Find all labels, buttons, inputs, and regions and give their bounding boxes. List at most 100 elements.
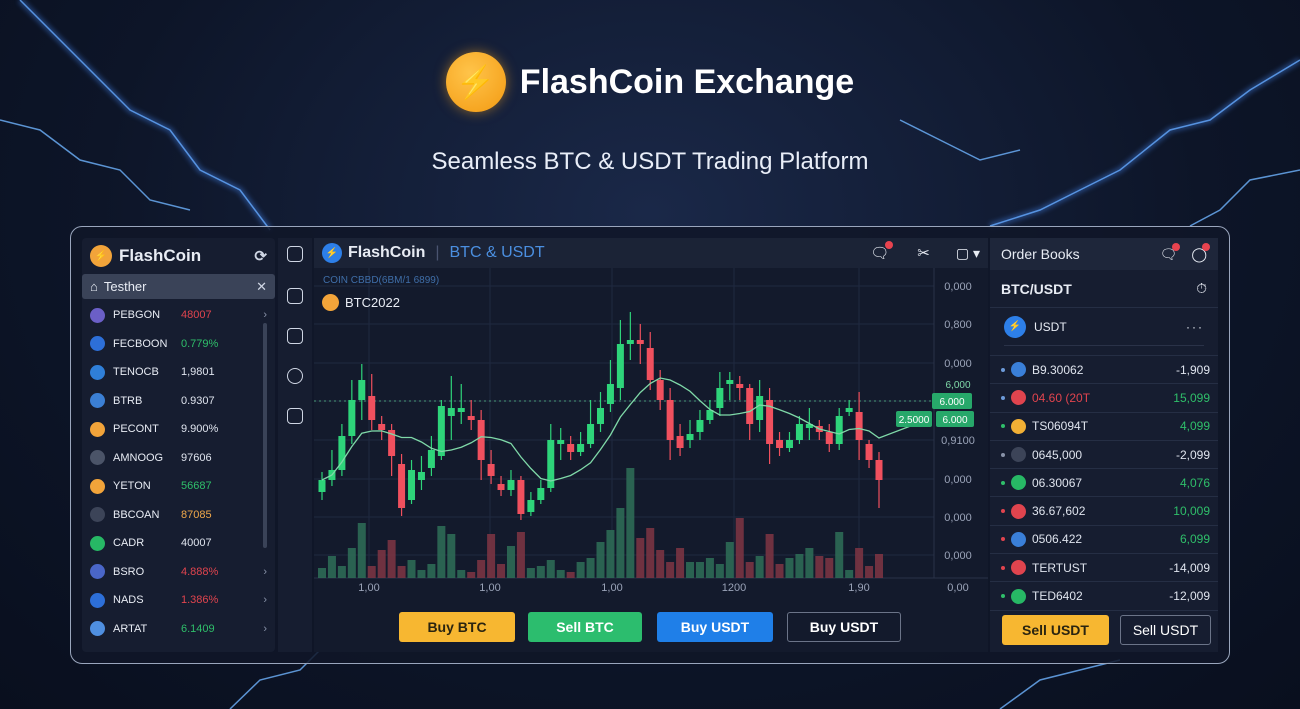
more-icon[interactable]: ··· bbox=[1186, 319, 1204, 334]
order-book-row[interactable]: 06.30067 4,076 bbox=[990, 469, 1218, 498]
coin-icon bbox=[1011, 531, 1026, 547]
edit-icon[interactable] bbox=[287, 288, 303, 304]
candle-body bbox=[845, 408, 853, 412]
volume-bar bbox=[695, 562, 704, 578]
coin-name: BTRB bbox=[113, 394, 143, 407]
buy-usdt-outline-button[interactable]: Buy USDT bbox=[787, 612, 901, 642]
candle-body bbox=[507, 480, 515, 490]
volume-bar bbox=[467, 572, 476, 578]
hero-header: ⚡ FlashCoin Exchange Seamless BTC & USDT… bbox=[0, 52, 1300, 176]
candle-body bbox=[517, 480, 525, 514]
order-book-row[interactable]: TED6402 -12,009 bbox=[990, 582, 1218, 611]
coin-list-item[interactable]: PEBGON 48007 › bbox=[82, 301, 275, 330]
refresh-icon[interactable]: ◯ bbox=[1191, 242, 1210, 263]
order-price: TERTUST bbox=[1032, 560, 1088, 575]
sell-usdt-outline-button[interactable]: Sell USDT bbox=[1120, 615, 1211, 645]
volume-bar bbox=[646, 528, 655, 578]
x-tick-label: 1,00 bbox=[358, 582, 379, 594]
refresh-icon[interactable]: ⟳ bbox=[254, 248, 267, 265]
order-book-row[interactable]: 0506.422 6,099 bbox=[990, 526, 1218, 555]
pair-label[interactable]: BTC & USDT bbox=[449, 244, 545, 261]
coin-list-item[interactable]: NADS 1.386% › bbox=[82, 586, 275, 615]
price-tag-bg bbox=[932, 393, 972, 409]
coin-list-item[interactable]: BSRO 4.888% › bbox=[82, 558, 275, 587]
volume-bar bbox=[616, 508, 625, 578]
close-icon[interactable]: ✕ bbox=[256, 278, 267, 294]
volume-bar bbox=[676, 548, 685, 578]
order-amount: 4,099 bbox=[1179, 419, 1210, 434]
candle-body bbox=[855, 412, 863, 440]
display-menu-icon[interactable]: ▢ ▾ bbox=[955, 244, 980, 261]
volume-bar bbox=[337, 566, 346, 578]
buy-btc-button[interactable]: Buy BTC bbox=[399, 612, 515, 642]
side-dot-icon bbox=[1001, 509, 1005, 514]
coin-icon bbox=[1011, 503, 1026, 519]
buy-usdt-button[interactable]: Buy USDT bbox=[657, 612, 773, 642]
volume-bar bbox=[745, 562, 754, 578]
heart-icon[interactable] bbox=[287, 368, 303, 384]
sidebar-scrollbar[interactable] bbox=[263, 323, 267, 548]
candle-body bbox=[646, 348, 654, 380]
coin-value: 1,9801 bbox=[181, 366, 215, 379]
asset-name: USDT bbox=[1034, 319, 1067, 334]
notification-icon[interactable]: 🗨 bbox=[870, 241, 894, 262]
order-book-row[interactable]: TERTUST -14,009 bbox=[990, 554, 1218, 583]
candlestick-chart[interactable]: 6.000 2.5000 6.000 0,000 0,800 0,000 6,000 0,91… bbox=[314, 268, 988, 622]
camera-icon[interactable] bbox=[287, 246, 303, 262]
coin-list-item[interactable]: ARTAT 6.1409 › bbox=[82, 615, 275, 644]
volume-bar bbox=[457, 570, 466, 578]
volume-bar bbox=[586, 558, 595, 578]
candle-body bbox=[487, 464, 495, 476]
side-dot-icon bbox=[1001, 594, 1005, 599]
candle-body bbox=[457, 408, 465, 412]
coin-icon bbox=[1011, 390, 1026, 406]
order-book-row[interactable]: 36.67,602 10,009 bbox=[990, 497, 1218, 526]
order-book-panel: Order Books 🗨 ◯ BTC/USDT ⏱ ⚡ USDT ··· B9… bbox=[990, 238, 1218, 652]
coin-icon bbox=[90, 421, 105, 437]
coin-value: 56687 bbox=[181, 480, 212, 493]
sell-btc-button[interactable]: Sell BTC bbox=[528, 612, 642, 642]
coin-value: 0.9307 bbox=[181, 394, 215, 407]
order-price: 04.60 (20T bbox=[1032, 390, 1091, 405]
order-book-row[interactable]: TS06094T 4,099 bbox=[990, 413, 1218, 441]
search-input[interactable]: ⌂ Testher ✕ bbox=[82, 274, 275, 299]
clock-icon[interactable]: ⏱ bbox=[1196, 280, 1207, 296]
order-book-row[interactable]: B9.30062 -1,909 bbox=[990, 356, 1218, 385]
volume-bar bbox=[417, 570, 426, 578]
order-amount: 6,099 bbox=[1179, 532, 1210, 547]
coin-icon bbox=[90, 478, 105, 494]
sell-usdt-button[interactable]: Sell USDT bbox=[1002, 615, 1109, 645]
candle-body bbox=[338, 436, 346, 470]
volume-bar bbox=[636, 538, 645, 578]
settings-icon[interactable] bbox=[287, 408, 303, 424]
coin-name: TENOCB bbox=[113, 366, 159, 379]
order-book-row[interactable]: 0645,000 -2,099 bbox=[990, 441, 1218, 470]
candle-body bbox=[716, 388, 724, 408]
scissors-icon[interactable]: ✂ bbox=[917, 245, 930, 262]
volume-bar bbox=[437, 526, 446, 578]
refresh-badge bbox=[1202, 242, 1210, 251]
search-value[interactable]: Testher bbox=[103, 279, 147, 294]
sidebar-title: FlashCoin bbox=[119, 246, 202, 265]
volume-bar bbox=[407, 560, 416, 578]
chat-icon[interactable]: 🗨 bbox=[1160, 242, 1181, 263]
order-price: B9.30062 bbox=[1032, 362, 1084, 377]
candle-body bbox=[636, 340, 644, 344]
order-book-row[interactable]: 04.60 (20T 15,099 bbox=[990, 384, 1218, 413]
draw-icon[interactable] bbox=[287, 328, 303, 344]
y-tick-label: 0,000 bbox=[944, 550, 972, 562]
candle-body bbox=[427, 450, 435, 468]
coin-icon bbox=[1011, 418, 1026, 434]
order-price: 0506.422 bbox=[1032, 532, 1083, 547]
candle-body bbox=[597, 408, 604, 424]
candle-body bbox=[666, 400, 674, 440]
flashcoin-logo-icon: ⚡ bbox=[322, 243, 342, 263]
